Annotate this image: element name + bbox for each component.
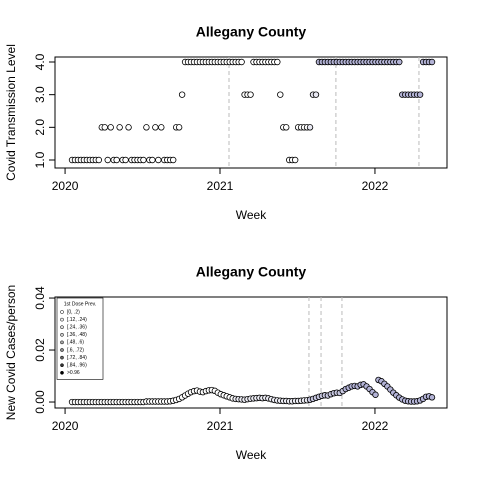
legend-label: [.84, .96) [67,363,87,369]
legend-label: [.6, .72) [67,347,84,353]
legend-symbol [60,348,64,352]
legend-label: [.24, .36) [67,325,87,331]
point [247,91,254,98]
legend-symbol [60,325,64,330]
y-tick-label: 3.0 [33,86,47,103]
legend-symbol [60,340,64,345]
point [291,156,299,164]
legend-symbol [60,332,64,337]
legend-symbol [60,317,64,322]
point [95,156,103,164]
point [416,91,424,98]
point [107,124,114,131]
point [396,58,403,66]
legend-label: [.36, .48) [67,332,87,338]
y-tick-label: 0.00 [33,390,47,414]
legend-label: [0, .2) [67,309,80,315]
x-tick-label: 2021 [207,419,234,433]
x-axis-label: Week [236,208,267,222]
x-tick-label: 2022 [362,179,389,193]
y-axis-label: Covid Transmission Level [4,44,18,181]
point [312,91,320,98]
point [116,124,123,131]
point [175,124,183,131]
y-tick-label: 0.04 [33,286,47,310]
legend-title: 1st Dose Prev. [64,301,96,307]
chart-title: Allegany County [196,264,307,280]
y-tick-label: 4.0 [33,53,47,70]
point [155,156,162,164]
point [428,58,436,66]
x-tick-label: 2021 [207,179,234,193]
x-tick-label: 2020 [52,419,79,433]
point [169,156,177,164]
point [125,124,132,131]
point [113,156,120,164]
plot-box [54,56,448,169]
point [274,58,281,66]
legend-symbol [60,355,64,360]
point [143,124,150,131]
point [149,156,156,164]
legend-box [56,297,104,380]
y-tick-label: 1.0 [33,151,47,168]
point [158,124,165,131]
point [283,124,290,131]
point [277,91,284,98]
point [306,124,314,131]
legend-symbol [60,370,64,375]
y-tick-label: 0.02 [33,338,47,362]
chart-title: Allegany County [196,24,307,40]
point [104,156,111,164]
point [122,156,129,164]
y-tick-label: 2.0 [33,119,47,136]
x-axis-label: Week [236,448,267,462]
legend-label: [.72, .84) [67,355,87,361]
legend-label: >0.96 [67,370,80,376]
legend-label: [.12, .24) [67,317,87,323]
legend-symbol [60,310,64,314]
point [372,391,379,398]
point [428,394,436,401]
point [178,91,186,98]
point [140,156,147,164]
y-axis-label: New Covid Cases/person [4,285,18,420]
point [238,58,245,66]
x-tick-label: 2020 [52,179,79,193]
legend-symbol [60,363,64,368]
legend-label: [.48, .6) [67,340,84,346]
point [101,124,108,131]
point [152,124,159,131]
x-tick-label: 2022 [362,419,389,433]
